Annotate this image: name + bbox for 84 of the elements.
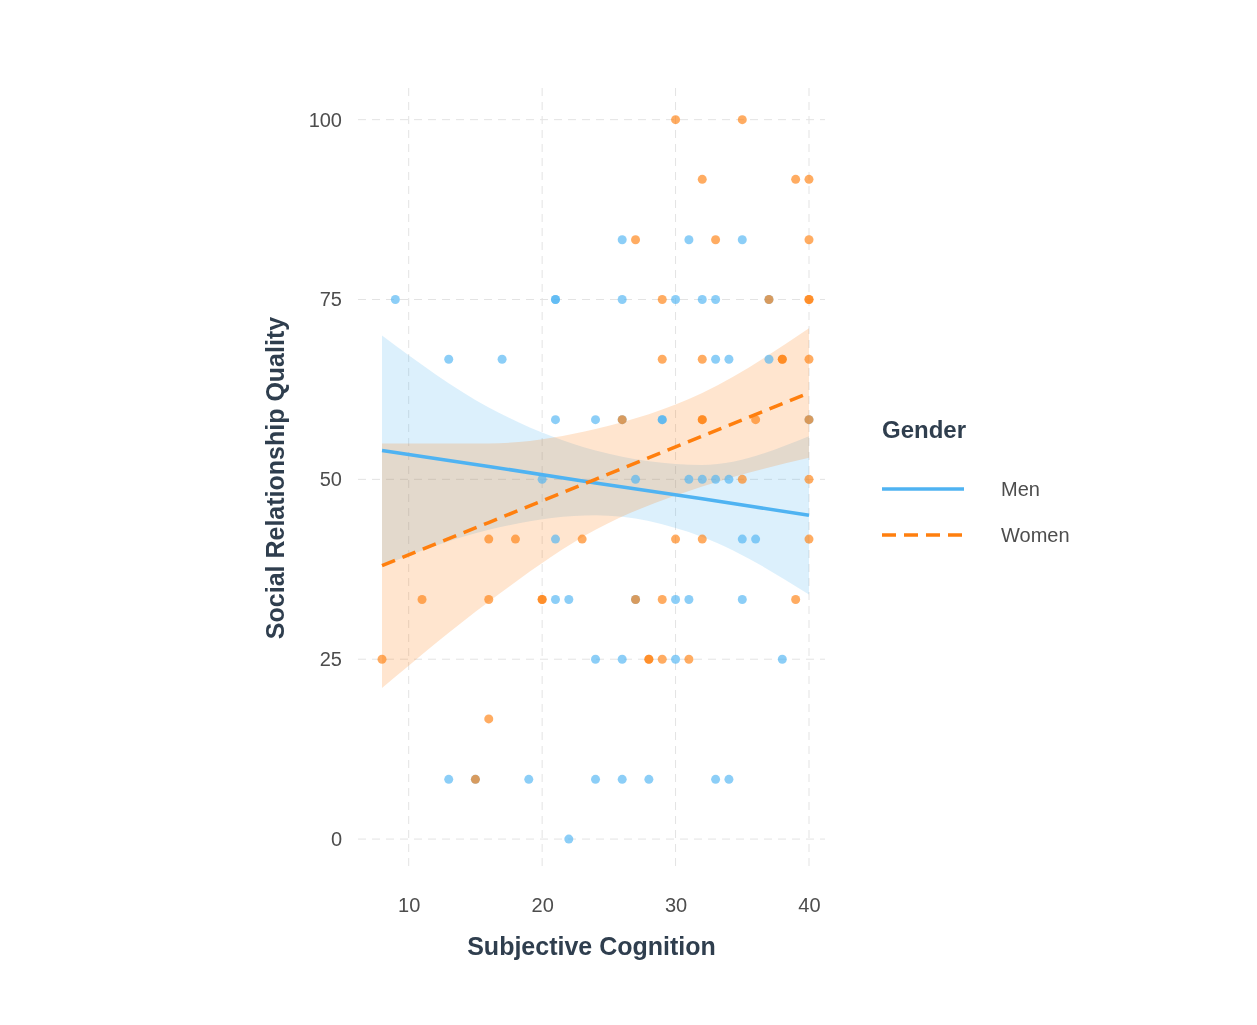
point	[617, 774, 627, 784]
point	[377, 654, 387, 664]
point	[751, 534, 761, 544]
point	[671, 654, 681, 664]
x-tick-label: 30	[664, 894, 688, 917]
point	[804, 235, 814, 245]
point	[591, 774, 600, 784]
point	[484, 714, 494, 724]
point	[510, 534, 520, 544]
point	[684, 474, 694, 484]
point	[697, 354, 707, 364]
y-tick-label: 100	[308, 108, 342, 131]
legend-label: Men	[1001, 478, 1040, 500]
point	[591, 415, 600, 425]
point	[791, 174, 801, 184]
point	[657, 595, 667, 604]
point	[777, 654, 787, 664]
point	[697, 174, 707, 184]
point	[737, 595, 747, 604]
point	[564, 834, 574, 844]
point	[697, 534, 707, 544]
point	[390, 295, 400, 305]
point	[684, 595, 694, 604]
point	[484, 534, 494, 544]
point	[804, 474, 814, 484]
point	[711, 354, 721, 364]
y-tick-label: 50	[319, 468, 342, 491]
point	[484, 595, 494, 604]
point	[524, 774, 534, 784]
point	[564, 595, 574, 604]
point	[684, 654, 694, 664]
point	[697, 295, 707, 305]
line-series	[380, 448, 811, 518]
point	[737, 115, 747, 125]
point	[444, 354, 454, 364]
point	[657, 295, 667, 305]
point	[737, 534, 747, 544]
legend-title: Gender	[882, 416, 967, 443]
point	[724, 354, 734, 364]
point	[497, 354, 507, 364]
legend-label: Women	[1001, 524, 1070, 546]
point	[550, 534, 560, 544]
point	[671, 534, 681, 544]
point	[417, 595, 427, 604]
point	[617, 654, 627, 664]
y-tick-label: 75	[319, 288, 342, 311]
x-tick-label: 10	[398, 894, 421, 917]
y-tick-label: 25	[319, 648, 342, 671]
point	[631, 235, 641, 245]
y-axis-title: Social Relationship Quality	[261, 316, 289, 640]
point	[617, 235, 627, 245]
x-tick-label: 20	[531, 894, 554, 917]
y-tick-label: 0	[330, 827, 342, 850]
point	[631, 474, 641, 484]
point	[804, 354, 814, 364]
point	[671, 595, 681, 604]
point	[724, 774, 734, 784]
point	[737, 474, 747, 484]
point	[657, 654, 667, 664]
point	[644, 774, 654, 784]
point	[737, 235, 747, 245]
point	[711, 474, 721, 484]
point	[764, 354, 774, 364]
x-axis-title: Subjective Cognition	[467, 932, 716, 960]
point	[684, 235, 694, 245]
point	[791, 595, 801, 604]
point	[671, 295, 681, 305]
point	[697, 474, 707, 484]
point	[671, 115, 681, 125]
point	[657, 354, 667, 364]
point	[591, 654, 600, 664]
point	[444, 774, 454, 784]
point	[550, 415, 560, 425]
point	[711, 774, 721, 784]
point	[724, 474, 734, 484]
point	[751, 415, 761, 425]
point	[577, 534, 587, 544]
point	[804, 174, 814, 184]
point	[711, 295, 721, 305]
point	[550, 595, 560, 604]
point	[617, 295, 627, 305]
point	[711, 235, 721, 245]
x-tick-label: 40	[798, 894, 821, 917]
point	[804, 534, 814, 544]
